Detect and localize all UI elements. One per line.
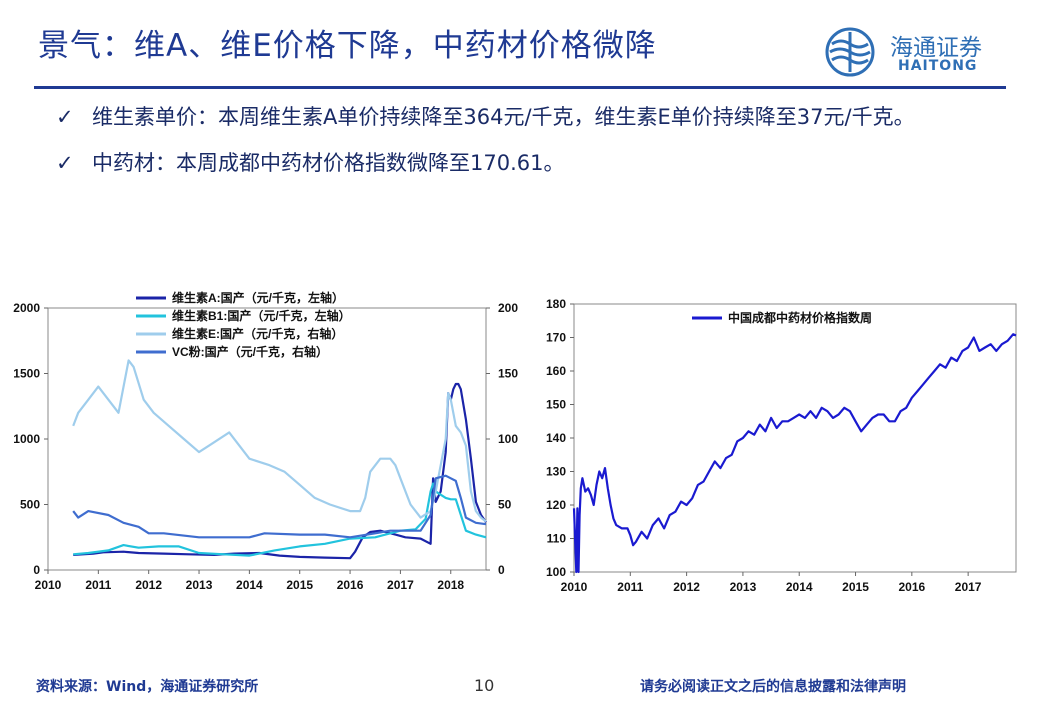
y-tick-label: 130 — [546, 465, 566, 479]
y-right-tick-label: 50 — [498, 498, 512, 512]
y-tick-label: 180 — [546, 297, 566, 311]
y-right-tick-label: 200 — [498, 301, 518, 315]
plot-frame — [573, 303, 1017, 573]
x-tick-label: 2014 — [786, 580, 813, 594]
page-number: 10 — [474, 676, 495, 695]
x-tick-label: 2016 — [898, 580, 925, 594]
vitamin-price-chart-svg: 0 500 1000 1500 2000 0 50 100 150 200 2010 2011 2012… — [13, 290, 518, 592]
y-right-tick-label: 0 — [498, 563, 505, 577]
x-tick-label: 2013 — [730, 580, 757, 594]
logo-chinese-text: 海通证券 — [890, 35, 982, 61]
x-tick-label: 2011 — [85, 578, 111, 592]
series-line-3 — [72, 474, 487, 539]
slide-title: 景气：维A、维E价格下降，中药材价格微降 — [38, 28, 657, 64]
bullet-vitamin: ✓ 维生素单价：本周维生素A单价持续降至364元/千克，维生素E单价持续降至37… — [56, 100, 986, 134]
y-tick-label: 150 — [546, 398, 566, 412]
y-left-tick-label: 1000 — [13, 432, 40, 446]
y-tick-label: 140 — [546, 431, 566, 445]
disclaimer-note: 请务必阅读正文之后的信息披露和法律声明 — [640, 679, 906, 695]
x-tick-label: 2018 — [437, 578, 464, 592]
legend-label-0: 维生素A:国产（元/千克，左轴） — [172, 290, 344, 305]
logo-english-text: HAITONG — [898, 58, 978, 74]
tcm-index-chart-svg: 100 110 120 130 140 150 160 170 180 2010 2011 2012 2… — [546, 297, 1017, 594]
x-tick-label: 2011 — [617, 580, 643, 594]
x-tick-label: 2015 — [286, 578, 313, 592]
series-line-2 — [72, 359, 487, 523]
y-right-tick-label: 150 — [498, 367, 518, 381]
bullet-tcm: ✓ 中药材：本周成都中药材价格指数微降至170.61。 — [56, 146, 986, 180]
series-line-1 — [73, 482, 487, 557]
y-left-tick-label: 500 — [20, 498, 40, 512]
y-left-tick-label: 0 — [33, 563, 40, 577]
bullet-text: 中药材：本周成都中药材价格指数微降至170.61。 — [92, 151, 565, 175]
y-tick-label: 110 — [547, 532, 567, 546]
y-tick-label: 100 — [546, 565, 566, 579]
y-tick-label: 120 — [546, 498, 566, 512]
tcm-index-chart: 100 110 120 130 140 150 160 170 180 2010 2011 2012 2… — [520, 286, 1030, 610]
x-tick-label: 2010 — [35, 578, 62, 592]
x-tick-label: 2017 — [955, 580, 982, 594]
y-left-tick-label: 2000 — [13, 301, 40, 315]
x-tick-label: 2016 — [337, 578, 364, 592]
legend-label-2: 维生素E:国产（元/千克，右轴） — [172, 326, 343, 341]
source-note: 资料来源：Wind，海通证券研究所 — [36, 679, 259, 695]
bullet-text: 维生素单价：本周维生素A单价持续降至364元/千克，维生素E单价持续降至37元/… — [92, 105, 915, 129]
haitong-logo: 海通证券 HAITONG — [820, 26, 1000, 78]
checkmark-icon: ✓ — [56, 105, 74, 129]
x-tick-label: 2014 — [236, 578, 263, 592]
y-left-tick-label: 1500 — [13, 367, 40, 381]
x-tick-label: 2012 — [135, 578, 162, 592]
y-tick-label: 170 — [546, 331, 566, 345]
y-right-tick-label: 100 — [498, 432, 518, 446]
vitamin-price-chart: 0 500 1000 1500 2000 0 50 100 150 200 2010 2011 2012… — [0, 286, 520, 610]
title-divider — [34, 86, 1006, 89]
x-tick-label: 2015 — [842, 580, 869, 594]
x-tick-label: 2010 — [561, 580, 588, 594]
legend-label-0: 中国成都中药材价格指数周 — [728, 310, 872, 325]
haitong-emblem-icon — [825, 27, 875, 77]
checkmark-icon: ✓ — [56, 151, 74, 175]
x-tick-label: 2013 — [186, 578, 213, 592]
x-tick-label: 2012 — [673, 580, 700, 594]
y-tick-label: 160 — [546, 364, 566, 378]
legend-label-1: 维生素B1:国产（元/千克，左轴） — [172, 308, 351, 323]
series-line-0 — [572, 333, 1017, 574]
bullet-list: ✓ 维生素单价：本周维生素A单价持续降至364元/千克，维生素E单价持续降至37… — [56, 100, 986, 192]
x-tick-label: 2017 — [387, 578, 414, 592]
legend-label-3: VC粉:国产（元/千克，右轴） — [172, 344, 328, 359]
series-line-0 — [73, 382, 487, 560]
